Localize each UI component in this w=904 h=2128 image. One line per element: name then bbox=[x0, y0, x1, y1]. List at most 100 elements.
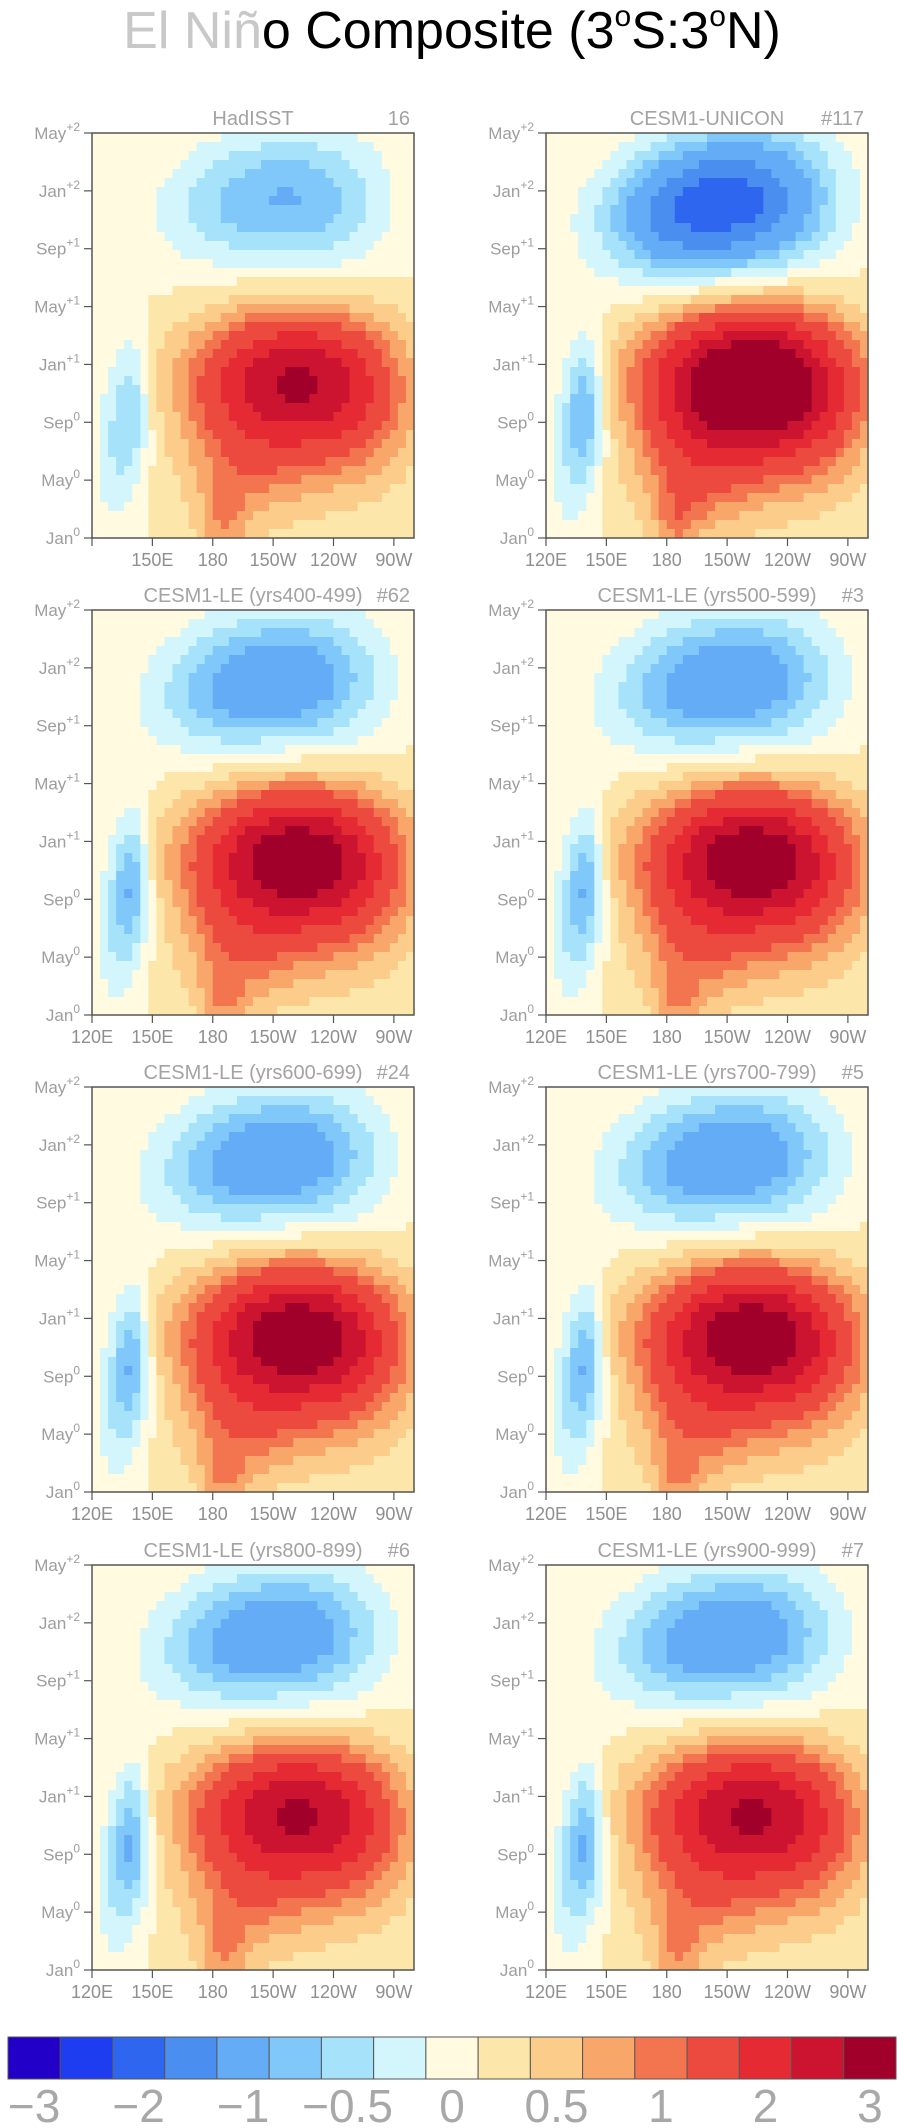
heatmap-cell bbox=[212, 466, 222, 476]
heatmap-cell bbox=[140, 808, 149, 818]
heatmap-cell bbox=[381, 412, 391, 422]
heatmap-cell bbox=[787, 277, 797, 287]
heatmap-cell bbox=[261, 232, 270, 242]
heatmap-cell bbox=[723, 358, 732, 368]
heatmap-cell bbox=[859, 394, 869, 404]
heatmap-cell bbox=[261, 277, 270, 287]
heatmap-cell bbox=[148, 331, 157, 341]
heatmap-cell bbox=[164, 718, 174, 728]
heatmap-cell bbox=[301, 781, 310, 791]
heatmap-cell bbox=[626, 466, 636, 476]
heatmap-cell bbox=[148, 421, 157, 431]
heatmap-cell bbox=[578, 529, 587, 539]
heatmap-cell bbox=[787, 358, 797, 368]
heatmap-cell bbox=[602, 250, 611, 260]
heatmap-cell bbox=[602, 268, 611, 278]
heatmap-cell bbox=[253, 403, 262, 413]
heatmap-cell bbox=[236, 340, 246, 350]
heatmap-cell bbox=[554, 340, 563, 350]
heatmap-cell bbox=[277, 736, 286, 746]
heatmap-cell bbox=[325, 745, 335, 755]
heatmap-cell bbox=[835, 151, 845, 161]
heatmap-cell bbox=[634, 205, 644, 215]
heatmap-cell bbox=[707, 376, 716, 386]
heatmap-cell bbox=[269, 268, 278, 278]
heatmap-cell bbox=[244, 484, 254, 494]
heatmap-cell bbox=[196, 394, 206, 404]
heatmap-cell bbox=[666, 331, 676, 341]
heatmap-cell bbox=[116, 718, 125, 728]
heatmap-cell bbox=[212, 619, 222, 629]
heatmap-cell bbox=[196, 304, 206, 314]
heatmap-cell bbox=[293, 475, 302, 485]
heatmap-cell bbox=[546, 313, 555, 323]
heatmap-cell bbox=[156, 160, 166, 170]
heatmap-cell bbox=[405, 862, 415, 872]
heatmap-cell bbox=[196, 376, 206, 386]
heatmap-cell bbox=[674, 448, 684, 458]
heatmap-cell bbox=[546, 412, 555, 422]
heatmap-cell bbox=[811, 421, 821, 431]
heatmap-cell bbox=[341, 304, 351, 314]
heatmap-cell bbox=[277, 763, 286, 773]
heatmap-cell bbox=[803, 421, 813, 431]
heatmap-cell bbox=[594, 475, 603, 485]
heatmap-cell bbox=[180, 871, 190, 881]
heatmap-cell bbox=[172, 853, 182, 863]
heatmap-cell bbox=[164, 853, 174, 863]
heatmap-cell bbox=[578, 331, 587, 341]
heatmap-cell bbox=[293, 421, 302, 431]
heatmap-cell bbox=[373, 700, 383, 710]
heatmap-cell bbox=[707, 457, 716, 467]
heatmap-cell bbox=[236, 133, 246, 143]
heatmap-cell bbox=[658, 232, 668, 242]
heatmap-cell bbox=[739, 331, 748, 341]
heatmap-cell bbox=[244, 637, 254, 647]
heatmap-cell bbox=[92, 313, 101, 323]
heatmap-cell bbox=[148, 493, 157, 503]
heatmap-cell bbox=[389, 313, 399, 323]
heatmap-cell bbox=[357, 169, 367, 179]
heatmap-cell bbox=[244, 187, 254, 197]
heatmap-cell bbox=[819, 493, 829, 503]
heatmap-cell bbox=[244, 511, 254, 521]
heatmap-cell bbox=[317, 277, 327, 287]
heatmap-cell bbox=[108, 745, 117, 755]
heatmap-cell bbox=[293, 718, 302, 728]
heatmap-cell bbox=[779, 439, 789, 449]
heatmap-cell bbox=[92, 205, 101, 215]
heatmap-cell bbox=[546, 223, 555, 233]
heatmap-cell bbox=[594, 205, 603, 215]
heatmap-cell bbox=[803, 511, 813, 521]
heatmap-cell bbox=[803, 160, 813, 170]
heatmap-cell bbox=[132, 817, 141, 827]
heatmap-cell bbox=[690, 367, 700, 377]
heatmap-cell bbox=[309, 349, 318, 359]
heatmap-cell bbox=[269, 412, 278, 422]
heatmap-cell bbox=[819, 322, 829, 332]
heatmap-cell bbox=[188, 250, 198, 260]
heatmap-cell bbox=[212, 880, 222, 890]
heatmap-cell bbox=[124, 889, 133, 899]
heatmap-cell bbox=[196, 142, 206, 152]
heatmap-cell bbox=[132, 349, 141, 359]
heatmap-cell bbox=[405, 754, 415, 764]
heatmap-cell bbox=[285, 349, 294, 359]
heatmap-cell bbox=[188, 349, 198, 359]
heatmap-cell bbox=[634, 484, 644, 494]
heatmap-cell bbox=[715, 187, 724, 197]
heatmap-cell bbox=[212, 340, 222, 350]
heatmap-cell bbox=[634, 223, 644, 233]
heatmap-cell bbox=[325, 646, 335, 656]
heatmap-cell bbox=[755, 493, 764, 503]
heatmap-cell bbox=[666, 295, 676, 305]
heatmap-cell bbox=[650, 376, 660, 386]
heatmap-cell bbox=[212, 637, 222, 647]
heatmap-cell bbox=[277, 295, 286, 305]
heatmap-cell bbox=[771, 493, 781, 503]
heatmap-cell bbox=[333, 151, 343, 161]
heatmap-cell bbox=[851, 475, 861, 485]
heatmap-cell bbox=[124, 394, 133, 404]
heatmap-cell bbox=[381, 295, 391, 305]
heatmap-cell bbox=[349, 466, 359, 476]
